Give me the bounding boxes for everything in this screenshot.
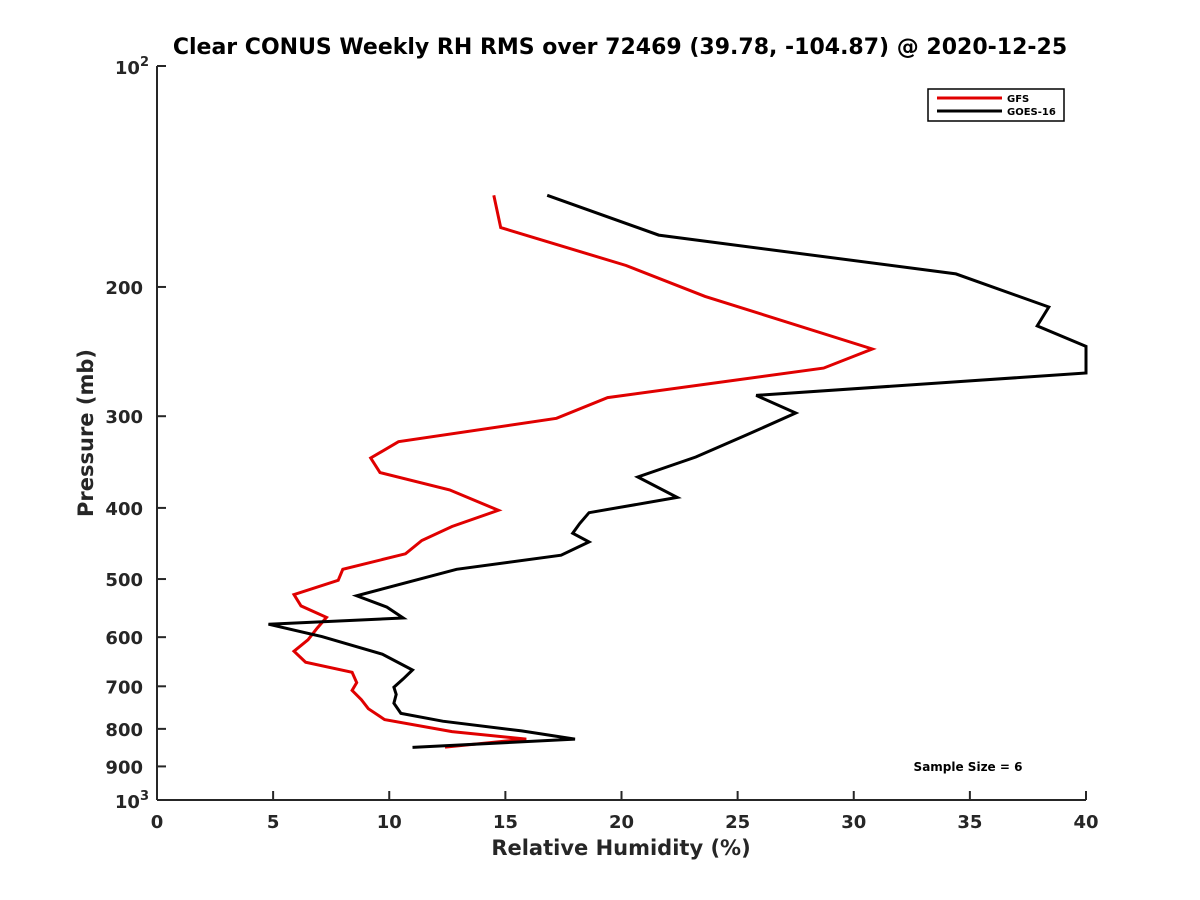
x-tick-label: 25: [725, 812, 750, 833]
legend-label: GOES-16: [1007, 107, 1056, 118]
y-tick-label: 700: [105, 677, 143, 698]
series-layer: [268, 193, 1088, 749]
chart-title: Clear CONUS Weekly RH RMS over 72469 (39…: [173, 35, 1067, 60]
x-tick-label: 35: [957, 812, 982, 833]
x-tick-label: 0: [151, 812, 164, 833]
x-tick-label: 20: [609, 812, 634, 833]
y-tick-label: 600: [105, 628, 143, 649]
x-axis-label: Relative Humidity (%): [491, 836, 750, 860]
series-line-goes-16: [268, 193, 1088, 749]
y-tick-label: 900: [105, 757, 143, 778]
x-tick-label: 15: [493, 812, 518, 833]
y-tick-label: 102: [115, 55, 149, 79]
legend-box: [927, 88, 1065, 122]
x-tick-label: 30: [841, 812, 866, 833]
legend: GFS GOES-16: [927, 88, 1065, 122]
series-line-gfs: [291, 194, 877, 749]
y-tick-label: 300: [105, 407, 143, 428]
x-tick-label: 10: [377, 812, 402, 833]
y-axis-label: Pressure (mb): [74, 349, 98, 517]
y-tick-label: 800: [105, 720, 143, 741]
y-tick-label: 400: [105, 499, 143, 520]
y-tick-label: 103: [115, 789, 149, 813]
x-tick-label: 40: [1073, 812, 1098, 833]
x-tick-group: 0 5 10 15 20 25 30 35 40: [151, 791, 1099, 833]
y-tick-label: 200: [105, 278, 143, 299]
sample-size-annotation: Sample Size = 6: [914, 760, 1023, 774]
legend-label: GFS: [1007, 94, 1029, 105]
x-tick-label: 5: [267, 812, 280, 833]
y-tick-label: 500: [105, 570, 143, 591]
y-tick-group: 102 200 300 400 500 600 700 800 900 103: [105, 55, 166, 813]
